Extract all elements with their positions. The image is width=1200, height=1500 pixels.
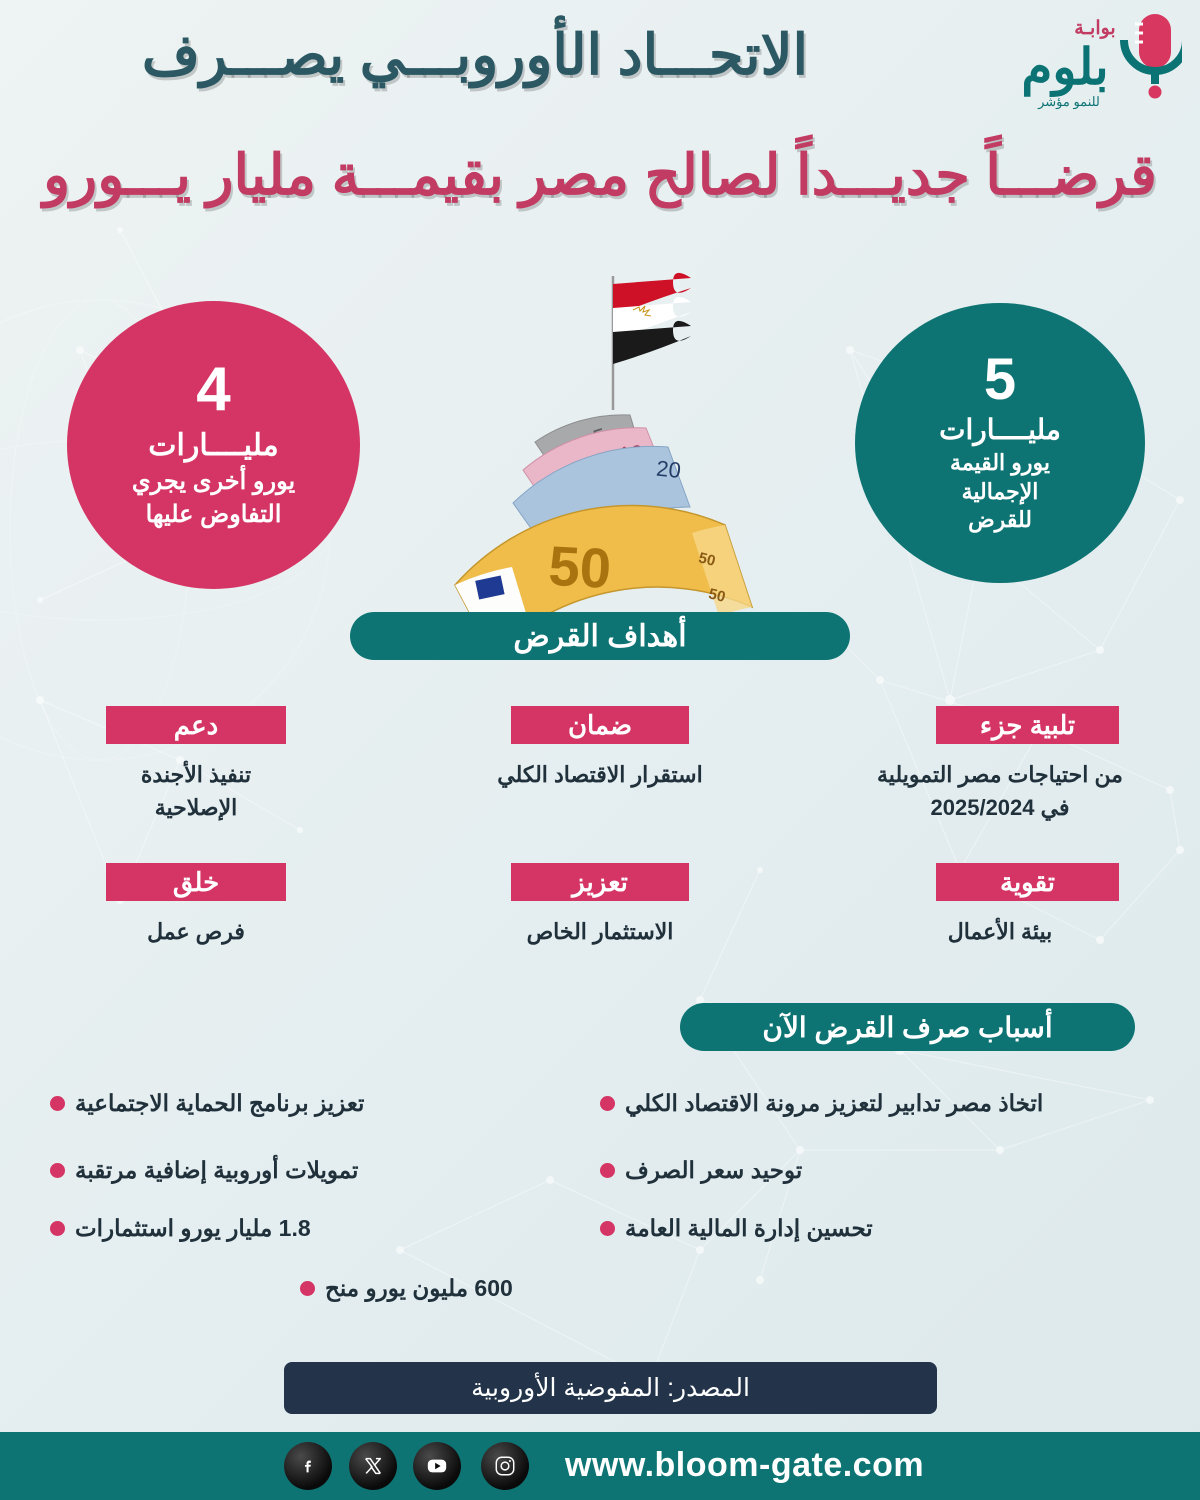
- svg-text:20: 20: [655, 456, 682, 483]
- svg-text:بلوم: بلوم: [1021, 39, 1108, 97]
- svg-text:50: 50: [547, 534, 613, 600]
- svg-text:بوابـة: بوابـة: [1074, 18, 1115, 39]
- svg-text:للنمو مؤشر: للنمو مؤشر: [1037, 94, 1100, 110]
